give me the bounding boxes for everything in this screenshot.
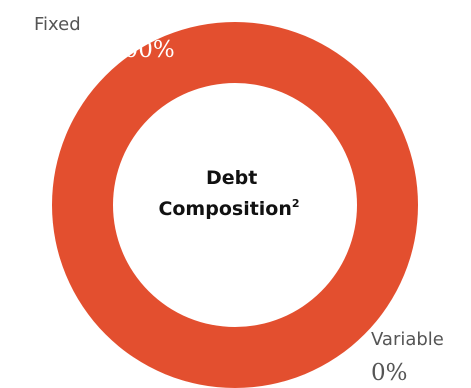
slice-label-fixed: Fixed [34, 14, 81, 35]
center-title-superscript: 2 [292, 197, 300, 210]
center-title-line-2: Composition [158, 198, 291, 220]
slice-value-variable: 0% [371, 360, 408, 386]
slice-value-fixed: 100% [109, 37, 175, 63]
center-title-line-1: Debt [206, 167, 257, 189]
slice-label-variable: Variable [371, 329, 444, 350]
